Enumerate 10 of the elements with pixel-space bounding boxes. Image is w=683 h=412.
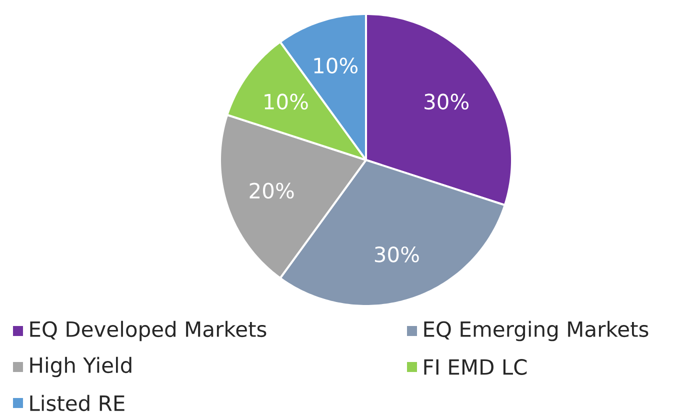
data-label: 20%: [250, 182, 294, 199]
legend-label: High Yield: [30, 356, 132, 378]
data-label: 10%: [264, 94, 308, 110]
data-label: 10%: [314, 58, 358, 74]
data-label: 30%: [424, 94, 469, 110]
legend-label: FI EMD LC: [424, 359, 527, 375]
legend-label: EQ Developed Markets: [30, 320, 266, 342]
legend-label: Listed RE: [30, 394, 124, 412]
legend-label: EQ Emerging Markets: [424, 320, 648, 342]
data-label: 30%: [374, 246, 419, 262]
